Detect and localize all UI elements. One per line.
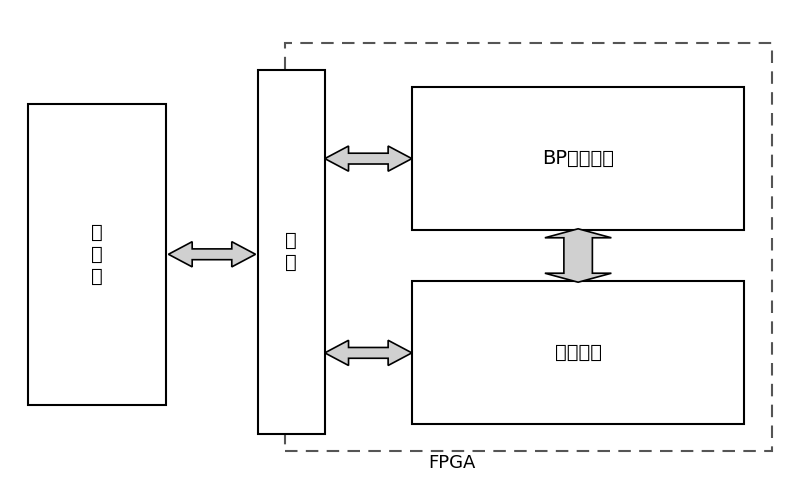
Text: BP算法模块: BP算法模块	[542, 149, 614, 168]
Text: 计
算
机: 计 算 机	[91, 223, 103, 286]
Polygon shape	[325, 146, 412, 171]
Bar	[412, 281, 744, 424]
Bar	[412, 87, 744, 230]
Bar	[286, 43, 772, 451]
Bar	[28, 104, 166, 405]
Text: 控制模块: 控制模块	[554, 343, 602, 362]
Polygon shape	[325, 340, 412, 366]
Text: FPGA: FPGA	[428, 454, 475, 472]
Polygon shape	[169, 242, 255, 267]
Polygon shape	[545, 229, 611, 282]
Text: 接
口: 接 口	[286, 231, 297, 272]
Bar	[258, 70, 325, 434]
